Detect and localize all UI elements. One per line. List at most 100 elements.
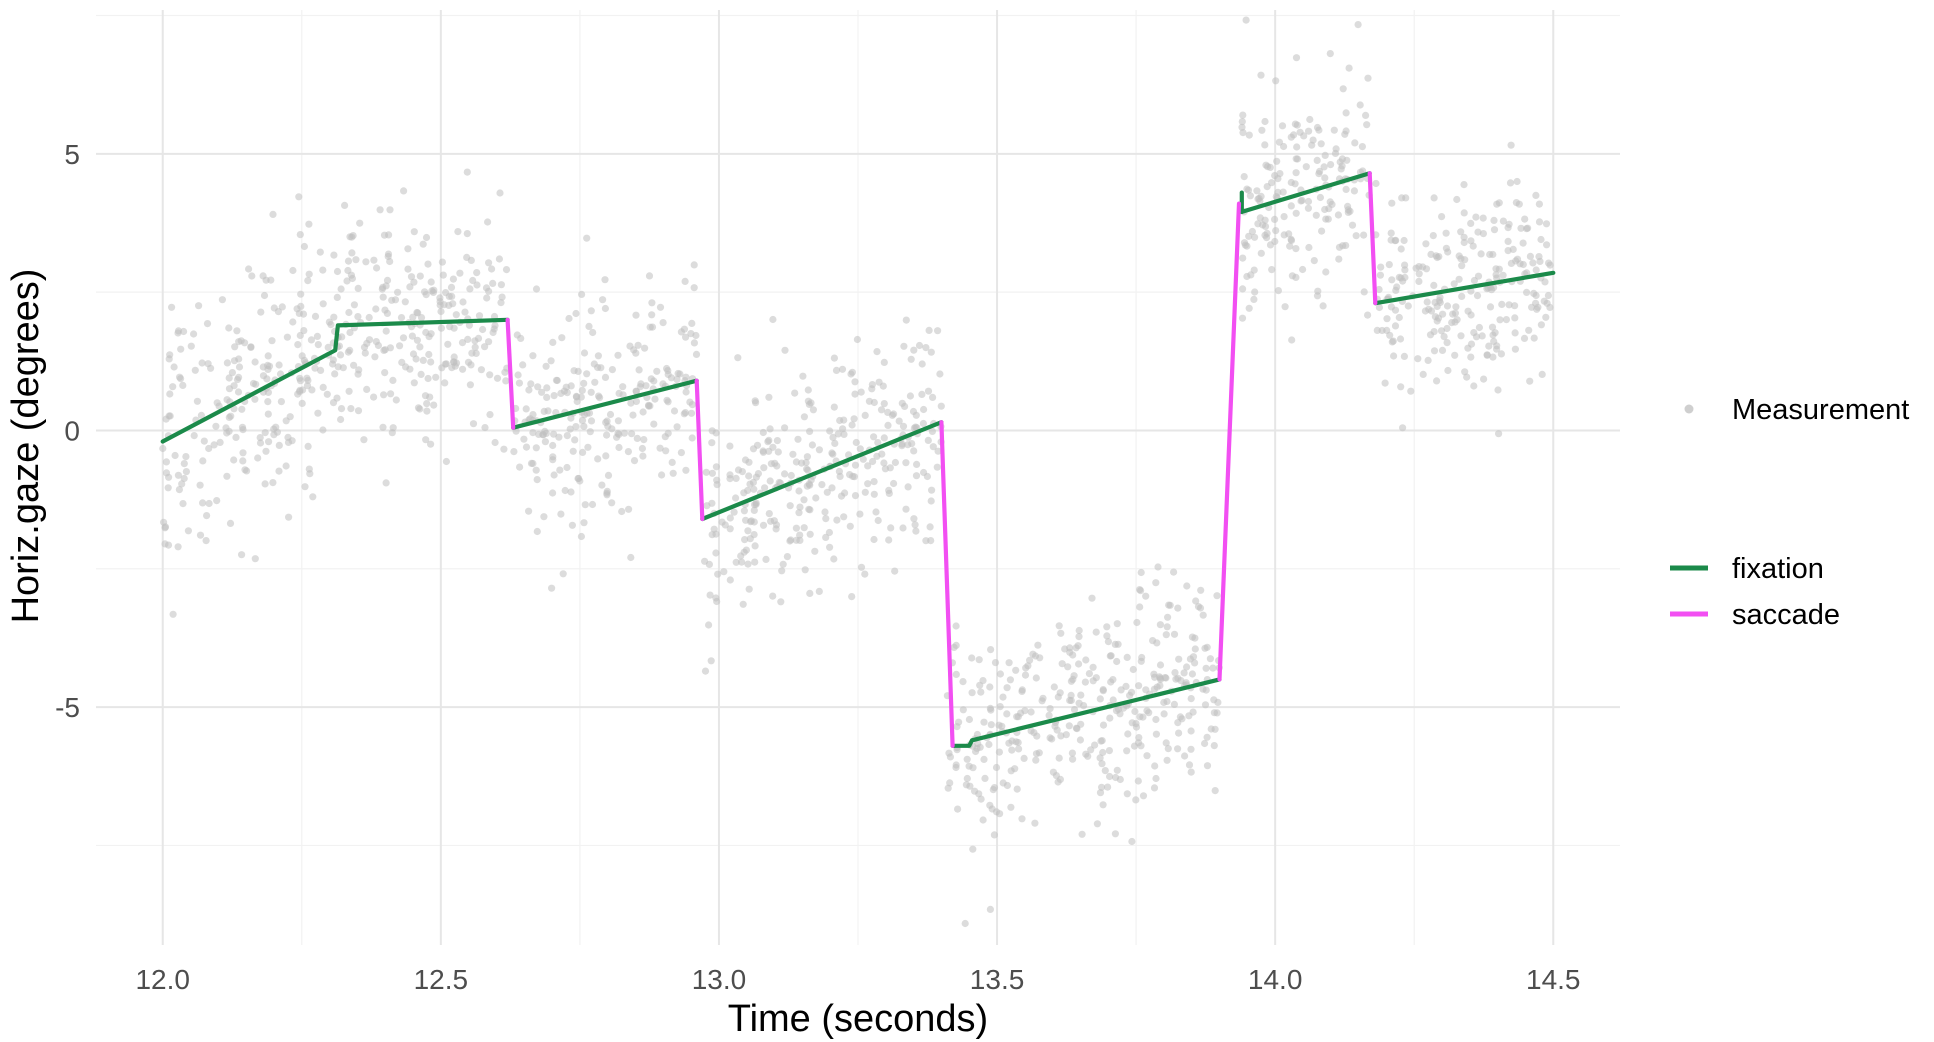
measurement-point (319, 426, 327, 434)
measurement-point (1389, 337, 1397, 345)
measurement-point (1129, 665, 1137, 674)
fixation-line (950, 677, 1222, 748)
measurement-point (170, 363, 178, 371)
measurement-point (1480, 375, 1488, 383)
measurement-point (296, 331, 304, 340)
measurement-point (857, 563, 866, 571)
measurement-point (1130, 742, 1139, 750)
measurement-point (1135, 682, 1143, 690)
measurement-point (311, 312, 320, 320)
measurement-point (1324, 215, 1332, 223)
measurement-point (1128, 837, 1136, 846)
measurement-point (1451, 351, 1459, 359)
measurement-point (1493, 274, 1501, 282)
measurement-point (1187, 768, 1195, 776)
measurement-point (205, 444, 213, 453)
measurement-point (1078, 830, 1086, 838)
measurement-point (1183, 582, 1191, 590)
measurement-point (646, 323, 654, 331)
measurement-point (1244, 186, 1253, 194)
measurement-point (314, 409, 322, 417)
measurement-point (953, 746, 961, 754)
measurement-point (633, 434, 641, 442)
measurement-point (1360, 231, 1368, 239)
measurement-point (741, 536, 749, 544)
measurement-point (1273, 157, 1281, 165)
measurement-point (333, 267, 342, 276)
measurement-point (316, 248, 324, 256)
measurement-point (407, 273, 416, 281)
measurement-point (396, 342, 404, 350)
measurement-point (1458, 292, 1466, 300)
measurement-point (587, 388, 595, 396)
measurement-point (577, 532, 586, 541)
measurement-point (304, 277, 312, 285)
measurement-point (1203, 733, 1211, 741)
measurement-point (627, 399, 635, 407)
measurement-point (1199, 611, 1207, 619)
measurement-point (473, 269, 481, 277)
measurement-point (1088, 594, 1096, 602)
measurement-point (1275, 138, 1283, 146)
measurement-point (645, 402, 653, 410)
measurement-point (777, 598, 785, 606)
measurement-point (1176, 713, 1184, 721)
measurement-point (365, 313, 373, 322)
measurement-point (519, 361, 527, 369)
measurement-point (1287, 178, 1295, 187)
measurement-point (1335, 255, 1343, 263)
measurement-point (245, 265, 253, 273)
measurement-point (1517, 224, 1525, 232)
measurement-point (232, 433, 240, 441)
measurement-point (976, 681, 984, 689)
y-tick-label: 5 (64, 139, 80, 170)
measurement-point (381, 369, 389, 377)
measurement-point (568, 521, 577, 529)
measurement-point (653, 367, 661, 375)
measurement-point (337, 405, 346, 413)
measurement-point (833, 516, 841, 524)
measurement-point (422, 436, 430, 444)
measurement-point (1239, 111, 1247, 119)
measurement-point (690, 284, 698, 292)
measurement-point (241, 339, 249, 347)
measurement-point (850, 415, 858, 423)
measurement-point (928, 486, 936, 494)
measurement-point (751, 397, 759, 405)
measurement-point (282, 462, 290, 470)
measurement-point (522, 443, 531, 451)
measurement-point (1206, 655, 1214, 663)
measurement-point (404, 245, 412, 253)
measurement-point (1272, 193, 1280, 201)
measurement-point (263, 375, 271, 383)
measurement-point (578, 290, 586, 298)
measurement-point (1461, 256, 1469, 264)
measurement-point (496, 189, 504, 197)
measurement-point (853, 335, 862, 344)
measurement-point (902, 316, 910, 324)
measurement-point (481, 343, 489, 351)
measurement-point (557, 510, 565, 518)
measurement-point (572, 309, 580, 318)
measurement-point (1467, 219, 1475, 227)
measurement-point (804, 386, 812, 394)
measurement-point (739, 600, 747, 608)
measurement-point (541, 438, 550, 446)
measurement-point (386, 344, 394, 352)
measurement-point (637, 380, 645, 388)
measurement-point (823, 488, 831, 496)
measurement-point (599, 296, 607, 304)
measurement-point (563, 389, 571, 397)
measurement-point (1401, 266, 1409, 274)
measurement-point (1272, 77, 1280, 85)
measurement-point (424, 374, 432, 383)
measurement-point (701, 667, 710, 675)
measurement-point (1152, 579, 1160, 587)
measurement-point (830, 354, 839, 362)
measurement-point (1325, 205, 1333, 213)
measurement-point (1106, 714, 1114, 722)
measurement-point (1154, 563, 1162, 571)
measurement-point (770, 517, 778, 525)
measurement-point (363, 385, 371, 393)
measurement-point (726, 442, 734, 450)
